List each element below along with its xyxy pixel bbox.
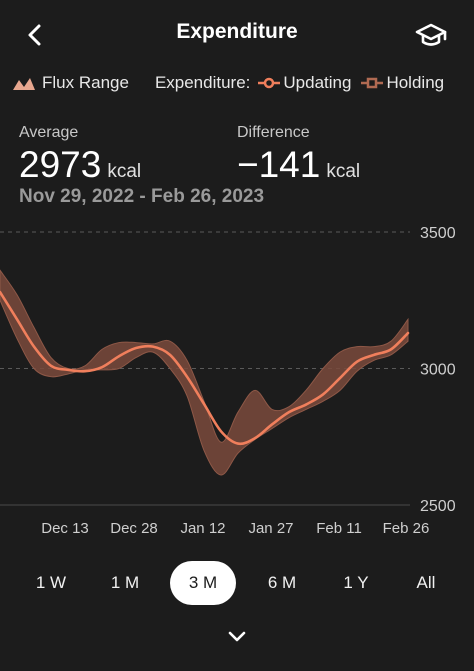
page-title: Expenditure — [176, 20, 298, 43]
average-stat: 2973 kcal — [19, 144, 141, 186]
x-tick-label: Jan 12 — [180, 520, 225, 537]
y-tick-label: 2500 — [420, 498, 456, 515]
y-tick-label: 3000 — [420, 362, 456, 379]
range-1m-button[interactable]: 1 M — [110, 573, 140, 592]
back-button[interactable] — [20, 20, 50, 50]
legend-holding-label: Holding — [386, 73, 445, 92]
legend-updating-label: Updating — [283, 73, 352, 92]
range-3m-button[interactable]: 3 M — [170, 561, 236, 605]
x-tick-label: Feb 26 — [383, 520, 430, 537]
flux-range-band — [0, 269, 409, 476]
difference-stat: −141 kcal — [237, 144, 360, 186]
time-range-selector: 1 W 1 M 3 M 6 M 1 Y All — [0, 555, 474, 611]
date-range: Nov 29, 2022 - Feb 26, 2023 — [19, 186, 265, 207]
difference-unit: kcal — [326, 161, 361, 182]
legend-flux-label: Flux Range — [42, 73, 129, 92]
expand-button[interactable] — [224, 627, 250, 647]
legend-updating[interactable]: Updating — [258, 73, 351, 93]
legend-flux-range[interactable]: Flux Range — [12, 73, 129, 93]
difference-label: Difference — [237, 124, 310, 141]
range-1y-button[interactable]: 1 Y — [343, 573, 369, 592]
holding-line-icon — [361, 77, 384, 89]
flux-range-icon — [13, 78, 35, 90]
average-unit: kcal — [107, 161, 142, 182]
range-6m-button[interactable]: 6 M — [267, 573, 297, 592]
legend-holding[interactable]: Holding — [361, 73, 444, 93]
learn-button[interactable] — [414, 20, 448, 50]
difference-value: −141 — [237, 144, 321, 185]
average-label: Average — [19, 124, 79, 141]
updating-line-icon — [258, 77, 281, 89]
x-tick-label: Jan 27 — [248, 520, 293, 537]
expenditure-chart[interactable]: 3500 3000 2500 Dec 13 Dec 28 Jan 12 Jan 27 Feb … — [0, 215, 474, 545]
range-all-button[interactable]: All — [416, 573, 436, 592]
x-tick-label: Dec 28 — [110, 520, 158, 537]
x-tick-label: Dec 13 — [41, 520, 89, 537]
chart-legend: Flux Range Expenditure: Updating Holding — [12, 72, 444, 94]
y-tick-label: 3500 — [420, 225, 456, 242]
graduation-cap-icon — [415, 23, 447, 46]
expenditure-updating-line — [0, 290, 410, 446]
average-value: 2973 — [19, 144, 102, 185]
range-1w-button[interactable]: 1 W — [35, 573, 67, 592]
chevron-left-icon — [28, 24, 41, 46]
x-tick-label: Feb 11 — [316, 520, 362, 537]
chevron-down-icon — [228, 631, 246, 642]
legend-expenditure-label: Expenditure: — [154, 73, 251, 92]
